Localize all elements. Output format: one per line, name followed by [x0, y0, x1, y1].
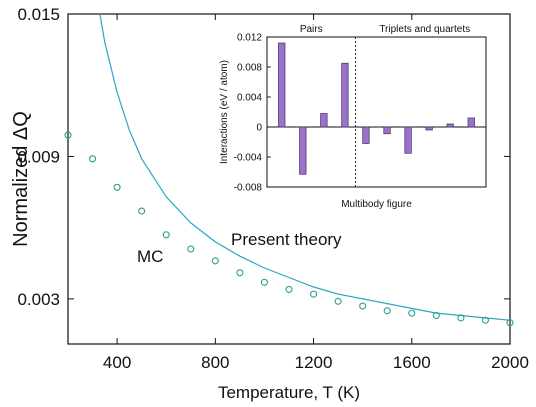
mc-marker — [64, 131, 72, 139]
mc-marker — [481, 316, 489, 324]
mc-marker — [506, 319, 514, 327]
mc-marker — [138, 207, 146, 215]
inset-plot-frame — [266, 36, 487, 188]
x-tick-label: 2000 — [491, 353, 529, 372]
inset-title-triplets: Triplets and quartets — [379, 24, 470, 35]
x-tick-label: 1600 — [393, 353, 431, 372]
inset-y-tick-label: -0.004 — [234, 153, 263, 164]
x-axis-title: Temperature, T (K) — [218, 383, 360, 402]
mc-marker — [187, 245, 195, 253]
inset-title-pairs: Pairs — [300, 24, 323, 35]
mc-marker — [310, 290, 318, 298]
mc-marker — [457, 314, 465, 322]
main-chart: 400 800 1200 1600 2000 0.003 0.009 0.015 Tempe… — [10, 5, 529, 402]
x-tick-label: 400 — [103, 353, 131, 372]
inset-background — [218, 20, 490, 215]
main-x-ticks: 400 800 1200 1600 2000 — [103, 14, 529, 372]
main-y-ticks: 0.003 0.009 0.015 — [17, 5, 510, 309]
mc-annotation: MC — [137, 247, 163, 266]
inset-y-tick-label: 0.012 — [237, 33, 262, 44]
y-axis-title: Normalized ΔQ — [10, 111, 32, 247]
inset-bar — [383, 126, 391, 135]
y-tick-label: 0.003 — [17, 290, 60, 309]
inset-y-tick-label: 0 — [256, 123, 262, 134]
mc-marker — [432, 311, 440, 320]
inset-y-ticks: 0.012 0.008 0.004 0 -0.004 -0.008 — [234, 33, 271, 194]
x-tick-label: 800 — [201, 353, 229, 372]
inset-bar — [425, 126, 433, 131]
mc-marker — [260, 278, 268, 286]
inset-y-axis-title: Interactions (eV / atom) — [219, 60, 230, 164]
inset-bar — [278, 42, 286, 128]
y-tick-label: 0.009 — [17, 147, 60, 166]
present-theory-annotation: Present theory — [231, 230, 342, 249]
mc-marker — [359, 302, 367, 310]
inset-bar — [320, 113, 328, 128]
inset-x-axis-title: Multibody figure — [341, 199, 412, 210]
mc-marker — [113, 183, 121, 191]
mc-marker — [285, 285, 293, 293]
inset-bar — [404, 126, 412, 154]
inset-bar — [362, 126, 370, 144]
x-tick-label: 1200 — [295, 353, 333, 372]
y-tick-label: 0.015 — [17, 5, 60, 24]
inset-y-tick-label: -0.008 — [234, 183, 263, 194]
inset-bars — [278, 42, 475, 175]
mc-marker — [211, 257, 219, 265]
mc-marker — [162, 231, 170, 239]
inset-bar — [446, 123, 454, 128]
mc-marker — [236, 269, 244, 277]
inset-bar — [299, 126, 307, 175]
inset-y-tick-label: 0.008 — [237, 63, 262, 74]
present-theory-curve — [99, 14, 510, 321]
mc-marker — [408, 309, 416, 317]
mc-marker — [383, 307, 391, 315]
mc-marker — [334, 297, 342, 305]
inset-bar — [467, 117, 475, 128]
inset-bar — [341, 62, 349, 128]
mc-marker — [89, 155, 97, 163]
inset-chart: 0.012 0.008 0.004 0 -0.004 -0.008 Pairs Tripl… — [218, 20, 490, 215]
mc-markers — [64, 131, 514, 327]
inset-y-tick-label: 0.004 — [237, 93, 262, 104]
main-plot-frame — [67, 13, 511, 345]
